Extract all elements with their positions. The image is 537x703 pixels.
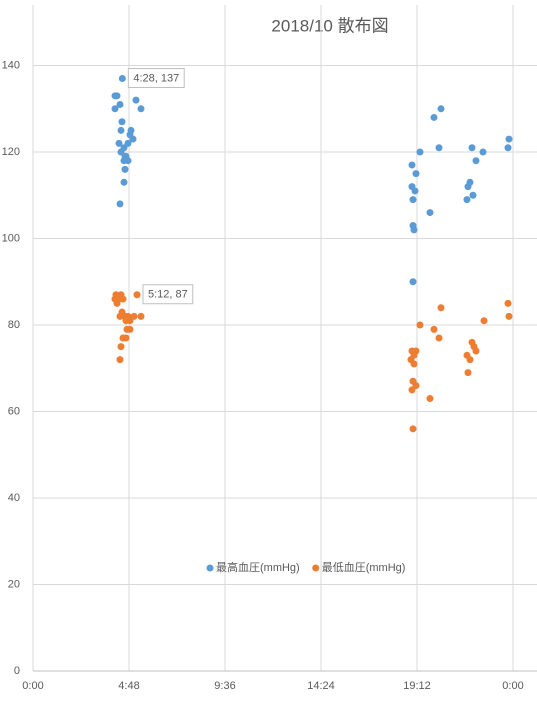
point (116, 312, 124, 320)
point (412, 170, 420, 178)
point (118, 75, 126, 83)
point (466, 356, 474, 364)
point (430, 113, 438, 121)
point (116, 356, 124, 364)
point (409, 278, 417, 286)
point (116, 100, 124, 108)
point (426, 209, 434, 217)
point (120, 157, 128, 165)
point (409, 196, 417, 204)
point (408, 386, 416, 394)
point (116, 200, 124, 208)
point (408, 161, 416, 169)
y-tick-label: 40 (8, 492, 20, 504)
point (121, 165, 129, 173)
data-label-box (142, 284, 194, 305)
data-label: 5:12, 87 (148, 289, 188, 301)
point (435, 144, 443, 152)
point (137, 105, 145, 113)
x-tick-label: 19:12 (403, 680, 431, 692)
y-tick-label: 100 (2, 232, 20, 244)
point (505, 135, 513, 143)
point (430, 325, 438, 333)
point (469, 191, 477, 199)
point (468, 144, 476, 152)
point (119, 295, 127, 303)
legend-marker (312, 564, 320, 572)
point (464, 183, 472, 191)
y-tick-label: 20 (8, 578, 20, 590)
point (118, 118, 126, 126)
point (464, 369, 472, 377)
point (409, 425, 417, 433)
y-tick-label: 0 (14, 665, 20, 677)
point (137, 312, 145, 320)
point (117, 126, 125, 134)
point (504, 299, 512, 307)
point (435, 334, 443, 342)
y-tick-label: 120 (2, 146, 20, 158)
point (133, 291, 141, 299)
x-tick-label: 14:24 (307, 680, 335, 692)
point (115, 139, 123, 147)
point (505, 312, 513, 320)
point (129, 135, 137, 143)
y-tick-label: 140 (2, 59, 20, 71)
point (410, 226, 418, 234)
x-tick-label: 0:00 (22, 680, 43, 692)
x-tick-label: 0:00 (502, 680, 523, 692)
data-label-box (127, 68, 185, 89)
point (411, 187, 419, 195)
point (480, 317, 488, 325)
point (132, 96, 140, 104)
legend-label: 最低血圧(mmHg) (322, 560, 406, 574)
x-tick-label: 9:36 (214, 680, 235, 692)
point (117, 343, 125, 351)
y-tick-label: 60 (8, 405, 20, 417)
chart-title: 2018/10 散布図 (271, 16, 388, 35)
point (416, 148, 424, 156)
point (472, 157, 480, 165)
legend-marker (206, 564, 214, 572)
point (126, 317, 134, 325)
point (111, 105, 119, 113)
point (410, 360, 418, 368)
point (122, 334, 130, 342)
point (426, 395, 434, 403)
point (111, 92, 119, 100)
point (126, 325, 134, 333)
point (437, 105, 445, 113)
point (504, 144, 512, 152)
point (416, 321, 424, 329)
point (463, 196, 471, 204)
x-tick-label: 4:48 (118, 680, 139, 692)
data-label: 4:28, 137 (133, 72, 179, 84)
y-tick-label: 80 (8, 319, 20, 331)
point (472, 347, 480, 355)
point (479, 148, 487, 156)
point (120, 178, 128, 186)
legend-label: 最高血圧(mmHg) (216, 560, 300, 574)
point (437, 304, 445, 312)
